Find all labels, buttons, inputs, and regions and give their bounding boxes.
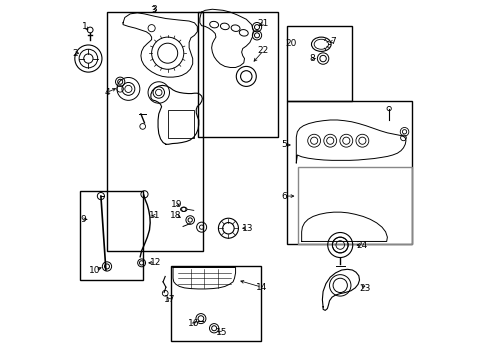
Bar bbox=[287, 102, 411, 244]
Text: 24: 24 bbox=[355, 240, 366, 249]
Text: 16: 16 bbox=[188, 319, 199, 328]
Text: 6: 6 bbox=[280, 192, 286, 201]
Text: 23: 23 bbox=[359, 284, 370, 293]
Text: 15: 15 bbox=[215, 328, 226, 337]
Text: 2: 2 bbox=[72, 49, 78, 58]
Text: 13: 13 bbox=[242, 224, 253, 233]
Text: 17: 17 bbox=[163, 295, 175, 304]
Text: 8: 8 bbox=[309, 54, 315, 63]
Text: 18: 18 bbox=[170, 211, 181, 220]
Text: 5: 5 bbox=[280, 140, 286, 149]
Text: 1: 1 bbox=[82, 22, 88, 31]
Text: 19: 19 bbox=[170, 200, 182, 209]
Text: 22: 22 bbox=[257, 46, 268, 55]
Text: 7: 7 bbox=[329, 37, 335, 46]
Bar bbox=[287, 26, 351, 102]
Text: 3: 3 bbox=[151, 5, 157, 14]
Bar bbox=[167, 111, 193, 138]
Text: 21: 21 bbox=[257, 19, 268, 28]
Bar bbox=[171, 266, 260, 341]
Text: 11: 11 bbox=[149, 211, 161, 220]
Text: 3: 3 bbox=[150, 6, 156, 15]
Bar bbox=[298, 167, 411, 244]
Text: 20: 20 bbox=[285, 39, 296, 48]
Text: 14: 14 bbox=[255, 283, 267, 292]
Bar bbox=[107, 12, 203, 251]
Bar bbox=[80, 191, 142, 280]
Text: 9: 9 bbox=[81, 215, 86, 224]
Text: 4: 4 bbox=[104, 88, 110, 97]
Bar bbox=[198, 12, 278, 137]
Text: 10: 10 bbox=[89, 266, 101, 275]
Text: 12: 12 bbox=[150, 258, 161, 267]
